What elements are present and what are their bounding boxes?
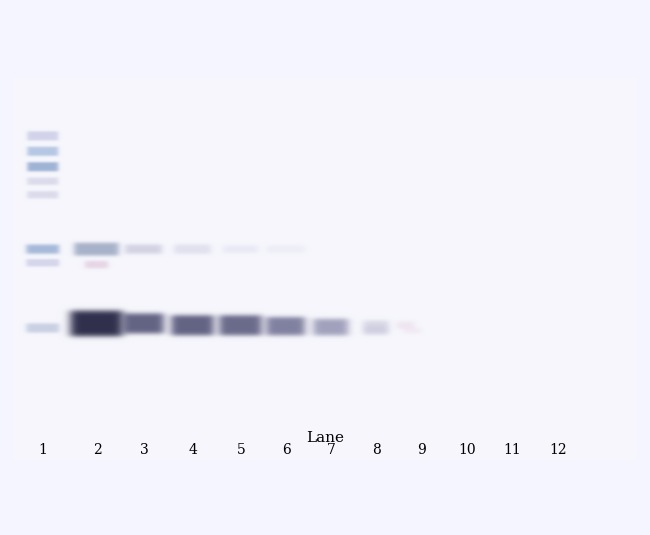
X-axis label: Lane: Lane <box>306 431 344 445</box>
